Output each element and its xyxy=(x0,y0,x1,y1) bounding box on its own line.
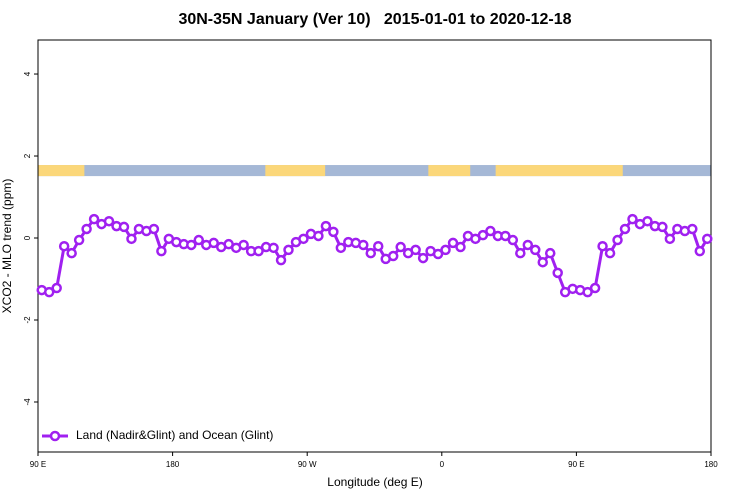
data-point xyxy=(268,242,279,254)
y-tick-label: -2 xyxy=(23,316,32,324)
data-point xyxy=(298,233,309,245)
data-point xyxy=(88,213,100,225)
data-point xyxy=(372,240,384,252)
land-band xyxy=(38,165,85,177)
data-point xyxy=(193,234,205,246)
y-tick-label: 2 xyxy=(23,153,32,158)
data-point xyxy=(664,233,676,245)
data-point xyxy=(51,282,62,294)
data-point xyxy=(417,252,429,264)
data-point xyxy=(500,230,511,242)
data-point xyxy=(335,242,347,254)
data-point xyxy=(612,234,623,246)
data-point xyxy=(43,286,55,298)
data-point xyxy=(275,254,287,266)
data-point xyxy=(619,223,631,235)
data-point xyxy=(238,239,249,251)
data-point xyxy=(597,240,608,252)
data-point xyxy=(253,245,264,257)
data-point xyxy=(582,286,593,298)
x-tick-label: 0 xyxy=(440,460,445,469)
data-point xyxy=(410,244,421,256)
data-point xyxy=(702,233,713,245)
data-point xyxy=(604,247,616,259)
x-tick-label: 180 xyxy=(704,460,718,469)
data-point xyxy=(522,239,534,251)
data-point xyxy=(440,244,451,256)
data-point xyxy=(395,241,406,253)
data-point xyxy=(544,247,556,259)
land-band xyxy=(428,165,471,177)
data-point xyxy=(103,215,115,227)
data-point xyxy=(432,248,444,260)
data-point xyxy=(642,215,653,227)
data-point xyxy=(537,256,548,268)
y-tick-label: 0 xyxy=(23,235,32,240)
land-band xyxy=(495,165,623,177)
data-point xyxy=(156,245,167,257)
land-band xyxy=(265,165,326,177)
data-point xyxy=(148,223,160,235)
data-point xyxy=(589,282,601,294)
data-point xyxy=(320,220,332,232)
data-point xyxy=(507,234,519,246)
plot-frame xyxy=(37,39,712,453)
data-point xyxy=(627,213,638,225)
data-point xyxy=(447,237,459,249)
legend-marker xyxy=(49,430,61,442)
data-point xyxy=(328,226,339,238)
data-point xyxy=(694,245,706,257)
data-point xyxy=(485,225,496,237)
data-point xyxy=(657,221,668,233)
data-point xyxy=(66,247,77,259)
y-axis-label: XCO2 - MLO trend (ppm) xyxy=(0,179,14,314)
data-point xyxy=(515,247,526,259)
data-point xyxy=(283,244,294,256)
data-point xyxy=(358,239,369,251)
data-point xyxy=(552,267,563,279)
chart-title: 30N-35N January (Ver 10) 2015-01-01 to 2… xyxy=(178,11,571,28)
data-point xyxy=(118,221,130,233)
data-point xyxy=(313,230,324,242)
data-point xyxy=(126,233,137,245)
data-point xyxy=(186,239,197,251)
x-tick-label: 90 E xyxy=(30,460,46,469)
legend-label: Land (Nadir&Glint) and Ocean (Glint) xyxy=(76,428,273,442)
y-tick-label: -4 xyxy=(23,398,32,406)
data-point xyxy=(58,240,70,252)
data-point xyxy=(687,223,698,235)
x-axis-label: Longitude (deg E) xyxy=(327,475,422,489)
x-tick-label: 180 xyxy=(166,460,180,469)
x-tick-label: 90 E xyxy=(568,460,584,469)
data-point xyxy=(530,244,541,256)
data-point xyxy=(387,250,399,262)
data-point xyxy=(81,223,92,235)
data-point xyxy=(455,241,466,253)
data-point xyxy=(365,247,377,259)
data-point xyxy=(73,234,85,246)
x-tick-label: 90 W xyxy=(298,460,317,469)
y-tick-label: 4 xyxy=(23,71,32,76)
ocean-band xyxy=(38,165,711,177)
data-point xyxy=(208,237,219,249)
data-point xyxy=(477,229,489,241)
